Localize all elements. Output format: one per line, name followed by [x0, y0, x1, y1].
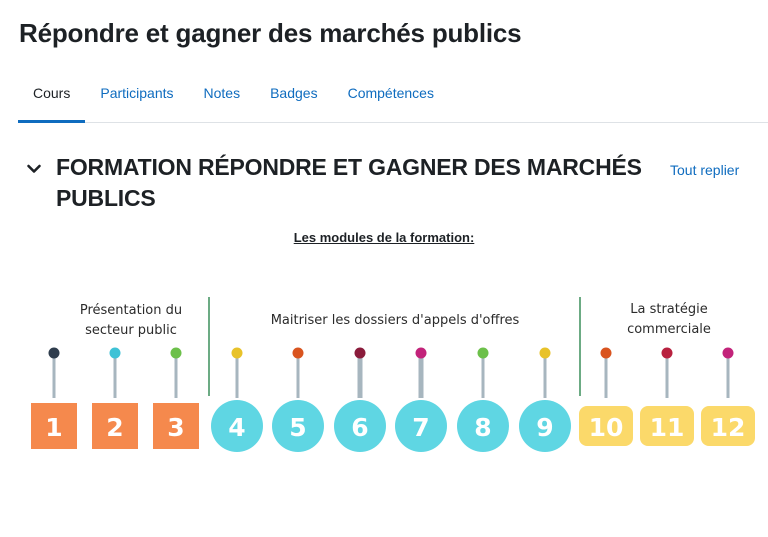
module-number: 6	[351, 413, 368, 442]
module-number: 3	[167, 413, 184, 442]
module-badge[interactable]	[395, 400, 447, 452]
module-badge[interactable]	[334, 400, 386, 452]
module-dot	[722, 347, 734, 359]
tab-participants[interactable]: Participants	[100, 85, 174, 101]
collapse-all-link[interactable]: Tout replier	[670, 162, 740, 178]
module-dot	[539, 347, 551, 359]
group-label: La stratégie	[630, 302, 707, 317]
tab-competences[interactable]: Compétences	[347, 85, 434, 101]
course-tabs: Cours Participants Notes Badges Compéten…	[18, 70, 768, 123]
module-badge[interactable]	[153, 403, 199, 449]
module-badge[interactable]	[640, 406, 694, 446]
page-title: Répondre et gagner des marchés publics	[19, 18, 522, 48]
tab-badges[interactable]: Badges	[270, 85, 318, 101]
module-number: 9	[536, 413, 553, 442]
chevron-down-icon[interactable]	[26, 161, 42, 177]
module-number: 11	[650, 413, 685, 442]
module-dot	[600, 347, 612, 359]
module-badge[interactable]	[701, 406, 755, 446]
module-badge[interactable]	[92, 403, 138, 449]
module-number: 10	[589, 413, 624, 442]
module-number: 4	[228, 413, 245, 442]
module-dot	[354, 347, 366, 359]
module-dot	[231, 347, 243, 359]
module-dot	[109, 347, 121, 359]
tab-notes[interactable]: Notes	[203, 85, 241, 101]
group-label: Présentation du	[80, 303, 182, 318]
group-label: Maitriser les dossiers d'appels d'offres	[271, 313, 520, 328]
module-badge[interactable]	[579, 406, 633, 446]
module-number: 1	[45, 413, 62, 442]
module-badge[interactable]	[211, 400, 263, 452]
module-dot	[661, 347, 673, 359]
module-number: 5	[289, 413, 306, 442]
tab-cours[interactable]: Cours	[18, 70, 86, 123]
module-badge[interactable]	[519, 400, 571, 452]
module-number: 8	[474, 413, 491, 442]
module-number: 2	[106, 413, 123, 442]
module-dot	[415, 347, 427, 359]
modules-heading: Les modules de la formation:	[293, 230, 475, 245]
module-dot	[292, 347, 304, 359]
module-badge[interactable]	[31, 403, 77, 449]
module-badge[interactable]	[272, 400, 324, 452]
section-title: FORMATION RÉPONDRE ET GAGNER DES MARCHÉS…	[56, 154, 642, 211]
module-dot	[48, 347, 60, 359]
group-label: secteur public	[85, 323, 177, 338]
module-number: 12	[711, 413, 746, 442]
group-label: commerciale	[627, 322, 711, 337]
module-number: 7	[412, 413, 429, 442]
module-badge[interactable]	[457, 400, 509, 452]
module-dot	[477, 347, 489, 359]
module-dot	[170, 347, 182, 359]
